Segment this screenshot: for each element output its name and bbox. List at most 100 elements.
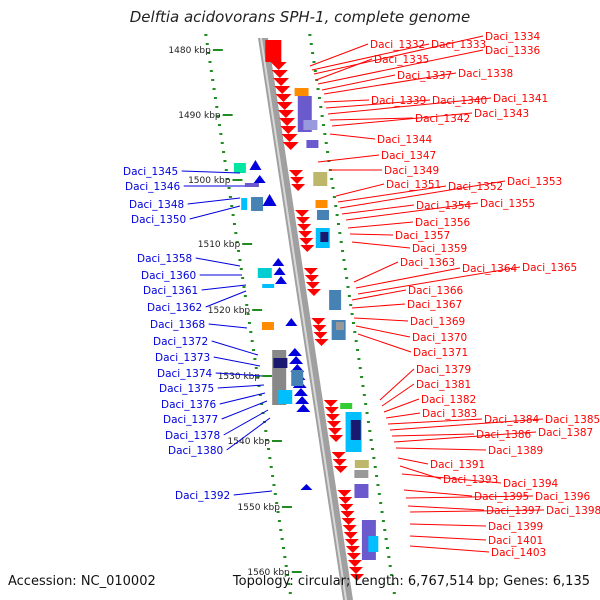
gene-label[interactable]: Daci_1332 [370, 39, 425, 51]
gene-label[interactable]: Daci_1340 [432, 95, 487, 107]
gene-label[interactable]: Daci_1374 [157, 368, 213, 380]
gene-label[interactable]: Daci_1384 [484, 414, 540, 426]
leader-line [397, 457, 429, 465]
gene-label[interactable]: Daci_1377 [163, 414, 218, 426]
gene-label[interactable]: Daci_1350 [131, 214, 186, 226]
gene-label[interactable]: Daci_1386 [476, 429, 532, 441]
leader-line [226, 417, 271, 451]
forward-gene-arrow [291, 184, 306, 191]
tick-dot [209, 70, 213, 72]
gene-label[interactable]: Daci_1356 [415, 217, 471, 229]
gene-label[interactable]: Daci_1359 [412, 243, 467, 255]
tick-dot [357, 358, 361, 360]
gene-label[interactable]: Daci_1396 [535, 491, 591, 503]
forward-gene-arrow [296, 217, 311, 224]
leader-line [233, 490, 273, 496]
gene-label[interactable]: Daci_1334 [485, 31, 541, 43]
gene-label[interactable]: Daci_1393 [443, 474, 498, 486]
gene-label[interactable]: Daci_1348 [129, 199, 184, 211]
gene-label[interactable]: Daci_1381 [416, 379, 471, 391]
gene-label[interactable]: Daci_1336 [485, 45, 541, 57]
gene-label[interactable]: Daci_1391 [430, 459, 485, 471]
reverse-gene-arrow [262, 194, 277, 206]
tick-dot [391, 583, 395, 585]
gene-label[interactable]: Daci_1394 [503, 478, 559, 490]
gene-label[interactable]: Daci_1385 [545, 414, 600, 426]
gene-label[interactable]: Daci_1352 [448, 181, 503, 193]
tick-dot [366, 421, 370, 423]
tick-dot [239, 268, 243, 270]
gene-label[interactable]: Daci_1362 [147, 302, 202, 314]
forward-gene-arrow [346, 553, 361, 560]
gene-label[interactable]: Daci_1401 [488, 535, 543, 547]
gene-label[interactable]: Daci_1349 [384, 165, 439, 177]
gene-label[interactable]: Daci_1378 [165, 430, 220, 442]
gene-label[interactable]: Daci_1345 [123, 166, 178, 178]
gene-label[interactable]: Daci_1337 [397, 70, 452, 82]
feature-block [257, 268, 272, 278]
gene-label[interactable]: Daci_1335 [374, 54, 429, 66]
tick-dot [324, 142, 328, 144]
gene-label[interactable]: Daci_1382 [421, 394, 476, 406]
gene-label[interactable]: Daci_1367 [407, 299, 462, 311]
gene-label[interactable]: Daci_1341 [493, 93, 548, 105]
feature-block [329, 290, 342, 310]
tick-dot [276, 511, 280, 513]
gene-label[interactable]: Daci_1397 [486, 505, 541, 517]
forward-gene-arrow [282, 142, 299, 150]
gene-label[interactable]: Daci_1354 [416, 200, 472, 212]
gene-label[interactable]: Daci_1365 [522, 262, 577, 274]
tick-dot [238, 259, 242, 261]
tick-dot [252, 349, 256, 351]
gene-label[interactable]: Daci_1347 [381, 150, 436, 162]
leader-line [389, 418, 544, 431]
gene-label[interactable]: Daci_1369 [410, 316, 465, 328]
tick-dot [369, 439, 373, 441]
gene-label[interactable]: Daci_1353 [507, 176, 562, 188]
tick-dot [242, 286, 246, 288]
gene-label[interactable]: Daci_1339 [371, 95, 426, 107]
gene-label[interactable]: Daci_1395 [474, 491, 529, 503]
gene-label[interactable]: Daci_1344 [377, 134, 433, 146]
gene-label[interactable]: Daci_1355 [480, 198, 535, 210]
tick-dot [267, 448, 271, 450]
gene-label[interactable]: Daci_1389 [488, 445, 543, 457]
gene-label[interactable]: Daci_1368 [150, 319, 205, 331]
tick-dot [346, 286, 350, 288]
gene-label[interactable]: Daci_1342 [415, 113, 470, 125]
gene-label[interactable]: Daci_1357 [395, 230, 450, 242]
gene-label[interactable]: Daci_1380 [168, 445, 223, 457]
gene-label[interactable]: Daci_1363 [400, 257, 455, 269]
gene-label[interactable]: Daci_1361 [143, 285, 198, 297]
gene-label[interactable]: Daci_1379 [416, 364, 471, 376]
gene-label[interactable]: Daci_1338 [458, 68, 513, 80]
gene-label[interactable]: Daci_1351 [386, 179, 441, 191]
leader-line [409, 535, 487, 541]
gene-label[interactable]: Daci_1370 [412, 332, 467, 344]
gene-label[interactable]: Daci_1360 [141, 270, 196, 282]
gene-label[interactable]: Daci_1333 [431, 39, 486, 51]
gene-label[interactable]: Daci_1398 [546, 505, 600, 517]
leader-line [217, 384, 265, 389]
gene-label[interactable]: Daci_1372 [153, 336, 208, 348]
gene-label[interactable]: Daci_1375 [159, 383, 214, 395]
gene-label[interactable]: Daci_1343 [474, 108, 529, 120]
gene-label[interactable]: Daci_1371 [413, 347, 468, 359]
gene-label[interactable]: Daci_1376 [161, 399, 217, 411]
tick-dot [336, 223, 340, 225]
forward-gene-arrow [313, 332, 328, 339]
forward-gene-arrow [297, 224, 312, 231]
gene-label[interactable]: Daci_1364 [462, 263, 518, 275]
gene-label[interactable]: Daci_1383 [422, 408, 477, 420]
gene-label[interactable]: Daci_1387 [538, 427, 593, 439]
gene-label[interactable]: Daci_1358 [137, 253, 192, 265]
gene-label[interactable]: Daci_1392 [175, 490, 230, 502]
gene-label[interactable]: Daci_1399 [488, 521, 543, 533]
tick-dot [373, 466, 377, 468]
gene-label[interactable]: Daci_1403 [491, 547, 546, 559]
gene-label[interactable]: Daci_1366 [408, 285, 464, 297]
leader-line [187, 197, 241, 205]
gene-label[interactable]: Daci_1373 [155, 352, 210, 364]
gene-label[interactable]: Daci_1346 [125, 181, 181, 193]
reverse-gene-arrow [295, 396, 310, 404]
